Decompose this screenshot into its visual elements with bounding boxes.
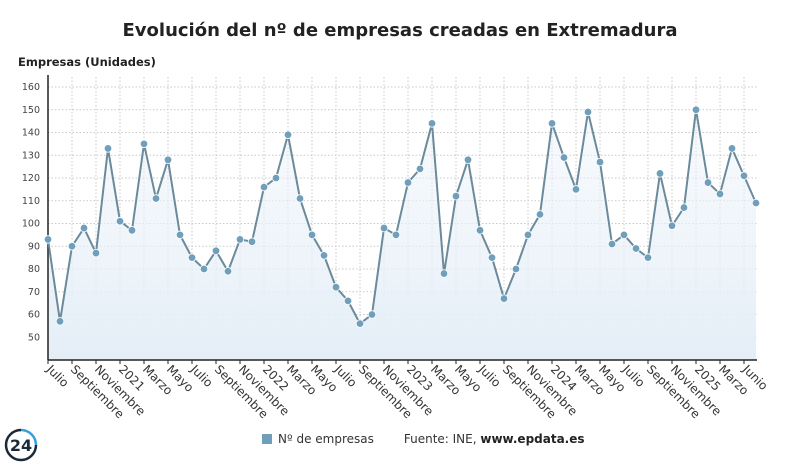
y-tick-label: 110 xyxy=(22,196,40,207)
data-point xyxy=(511,264,521,274)
data-point xyxy=(211,246,221,255)
data-point xyxy=(199,264,209,274)
data-point xyxy=(559,153,569,162)
data-point xyxy=(679,203,689,212)
data-point xyxy=(247,237,257,246)
data-point xyxy=(475,226,485,235)
data-point xyxy=(43,235,53,244)
data-point xyxy=(271,173,281,183)
y-tick-label: 90 xyxy=(28,241,40,252)
data-point xyxy=(751,198,761,208)
data-point xyxy=(127,226,137,235)
data-point xyxy=(259,182,269,192)
data-point xyxy=(367,310,377,319)
data-point xyxy=(643,253,653,262)
data-point xyxy=(439,269,449,278)
y-axis-label: Empresas (Unidades) xyxy=(18,55,156,69)
data-point xyxy=(427,119,437,128)
data-point xyxy=(583,107,593,117)
data-point xyxy=(631,244,641,253)
data-point xyxy=(79,223,89,233)
svg-text:24: 24 xyxy=(10,436,32,455)
data-point xyxy=(523,230,533,240)
y-tick-label: 120 xyxy=(22,173,40,184)
data-point xyxy=(67,242,77,251)
data-point xyxy=(175,230,185,240)
data-point xyxy=(415,164,425,174)
legend: Nº de empresas Fuente: INE, www.epdata.e… xyxy=(262,432,585,446)
data-point xyxy=(715,189,725,199)
data-point xyxy=(55,317,65,326)
data-point xyxy=(547,119,557,128)
data-point xyxy=(91,248,101,258)
data-point xyxy=(487,253,497,262)
y-tick-label: 70 xyxy=(28,287,40,298)
data-point xyxy=(235,235,245,244)
data-point xyxy=(403,178,413,187)
data-point xyxy=(163,155,173,164)
data-point xyxy=(343,296,353,306)
data-point xyxy=(319,251,329,260)
data-point xyxy=(463,155,473,164)
data-point xyxy=(307,230,317,240)
data-point xyxy=(703,178,713,187)
data-point xyxy=(115,217,125,226)
brand-logo: 24 xyxy=(4,428,38,462)
x-tick-label: Julio xyxy=(43,362,71,390)
legend-swatch xyxy=(262,434,272,444)
data-point xyxy=(739,171,749,180)
data-point xyxy=(595,157,605,167)
data-point xyxy=(499,294,509,303)
data-point xyxy=(727,144,737,153)
data-point xyxy=(151,194,161,203)
series-area xyxy=(48,109,756,360)
data-point xyxy=(667,221,677,230)
data-point xyxy=(451,191,461,201)
data-point xyxy=(619,230,629,240)
y-tick-label: 60 xyxy=(28,310,40,321)
y-tick-label: 150 xyxy=(22,105,40,116)
data-point xyxy=(691,105,701,114)
data-point xyxy=(607,239,617,249)
chart-title: Evolución del nº de empresas creadas en … xyxy=(122,20,678,41)
data-point xyxy=(571,185,581,194)
source-url[interactable]: www.epdata.es xyxy=(480,432,585,446)
y-tick-label: 130 xyxy=(22,150,40,161)
data-point xyxy=(223,267,233,276)
y-tick-label: 140 xyxy=(22,128,40,139)
data-point xyxy=(295,194,305,203)
data-point xyxy=(139,139,149,149)
y-tick-label: 80 xyxy=(28,264,40,275)
legend-label: Nº de empresas xyxy=(278,432,374,446)
data-point xyxy=(187,253,197,262)
y-tick-label: 50 xyxy=(28,332,40,343)
data-point xyxy=(535,210,545,219)
data-point xyxy=(391,230,401,240)
data-point xyxy=(283,130,293,139)
y-tick-label: 160 xyxy=(22,82,40,93)
y-tick-label: 100 xyxy=(22,219,40,230)
source-note: Fuente: INE, www.epdata.es xyxy=(404,432,585,446)
data-point xyxy=(103,144,113,153)
data-point xyxy=(379,223,389,233)
data-point xyxy=(355,319,365,328)
data-point xyxy=(655,169,665,178)
source-prefix: Fuente: INE, xyxy=(403,432,481,446)
data-point xyxy=(331,283,341,292)
